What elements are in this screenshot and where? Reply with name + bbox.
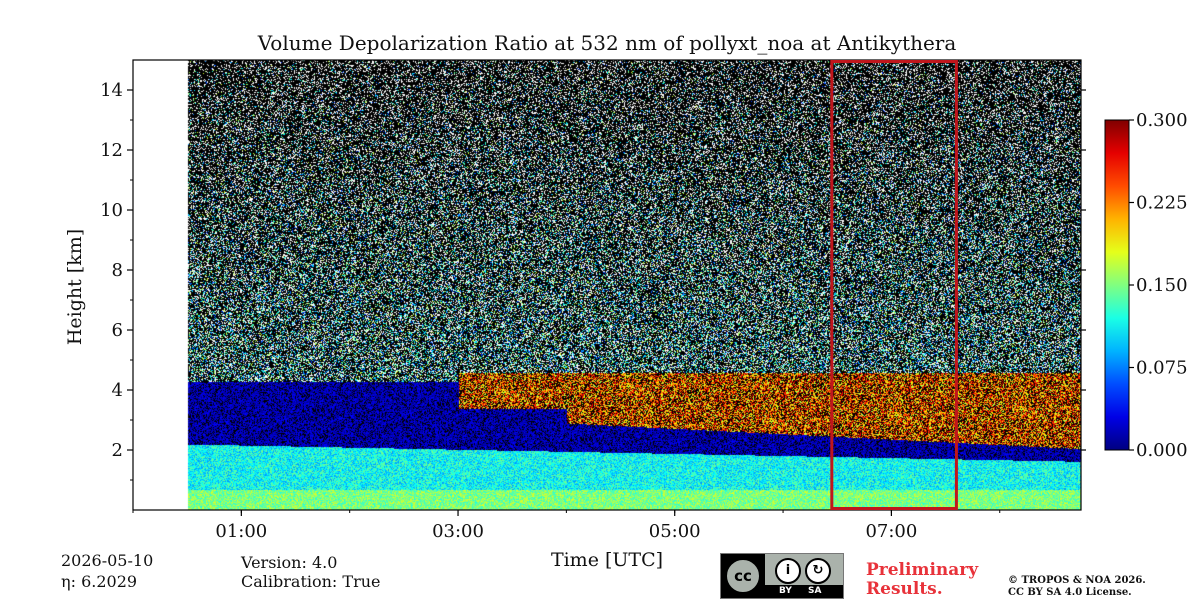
- cc-logo-icon: cc: [725, 558, 761, 594]
- y-tick-label: 12: [100, 140, 123, 161]
- calibration-label: Calibration: True: [241, 572, 381, 591]
- cc-badge-strip: BY SA: [765, 585, 843, 598]
- x-tick-label: 07:00: [865, 521, 917, 542]
- preliminary-line-1: Preliminary: [866, 560, 979, 580]
- chart-title: Volume Depolarization Ratio at 532 nm of…: [257, 31, 957, 55]
- colorbar: [1104, 119, 1130, 451]
- share-alike-icon: ↻: [805, 558, 831, 584]
- preliminary-line-2: Results.: [866, 579, 943, 599]
- y-tick-label: 8: [112, 260, 123, 281]
- colorbar-tick-label: 0.150: [1136, 275, 1188, 296]
- x-axis-label: Time [UTC]: [551, 549, 663, 571]
- highlight-box: [830, 60, 958, 510]
- plot-frame: [132, 59, 1082, 511]
- attribution-icon: i: [775, 558, 801, 584]
- copyright-line-1: © TROPOS & NOA 2026.: [1008, 575, 1146, 586]
- colorbar-tick-label: 0.225: [1136, 193, 1188, 214]
- x-tick-label: 03:00: [432, 521, 484, 542]
- y-tick-label: 10: [100, 200, 123, 221]
- cc-license-badge: cc i ↻ BY SA: [720, 553, 844, 599]
- y-tick-label: 4: [112, 380, 123, 401]
- depolarization-heatmap: [133, 60, 1081, 510]
- badge-sa-text: SA: [808, 586, 822, 596]
- y-tick-label: 6: [112, 320, 123, 341]
- version-label: Version: 4.0: [241, 553, 338, 572]
- badge-by-text: BY: [779, 586, 792, 596]
- preliminary-notice: Preliminary Results.: [866, 561, 978, 599]
- colorbar-tick-label: 0.075: [1136, 358, 1188, 379]
- copyright-line-2: CC BY SA 4.0 License.: [1008, 587, 1132, 598]
- copyright-notice: © TROPOS & NOA 2026. CC BY SA 4.0 Licens…: [1008, 575, 1146, 599]
- colorbar-tick-label: 0.000: [1136, 440, 1188, 461]
- measurement-date: 2026-05-10: [61, 551, 154, 570]
- y-axis-label: Height [km]: [64, 229, 86, 345]
- y-tick-label: 2: [112, 440, 123, 461]
- eta-value: η: 6.2029: [61, 572, 138, 591]
- x-tick-label: 05:00: [649, 521, 701, 542]
- y-tick-label: 14: [100, 80, 123, 101]
- colorbar-tick-label: 0.300: [1136, 110, 1188, 131]
- x-tick-label: 01:00: [215, 521, 267, 542]
